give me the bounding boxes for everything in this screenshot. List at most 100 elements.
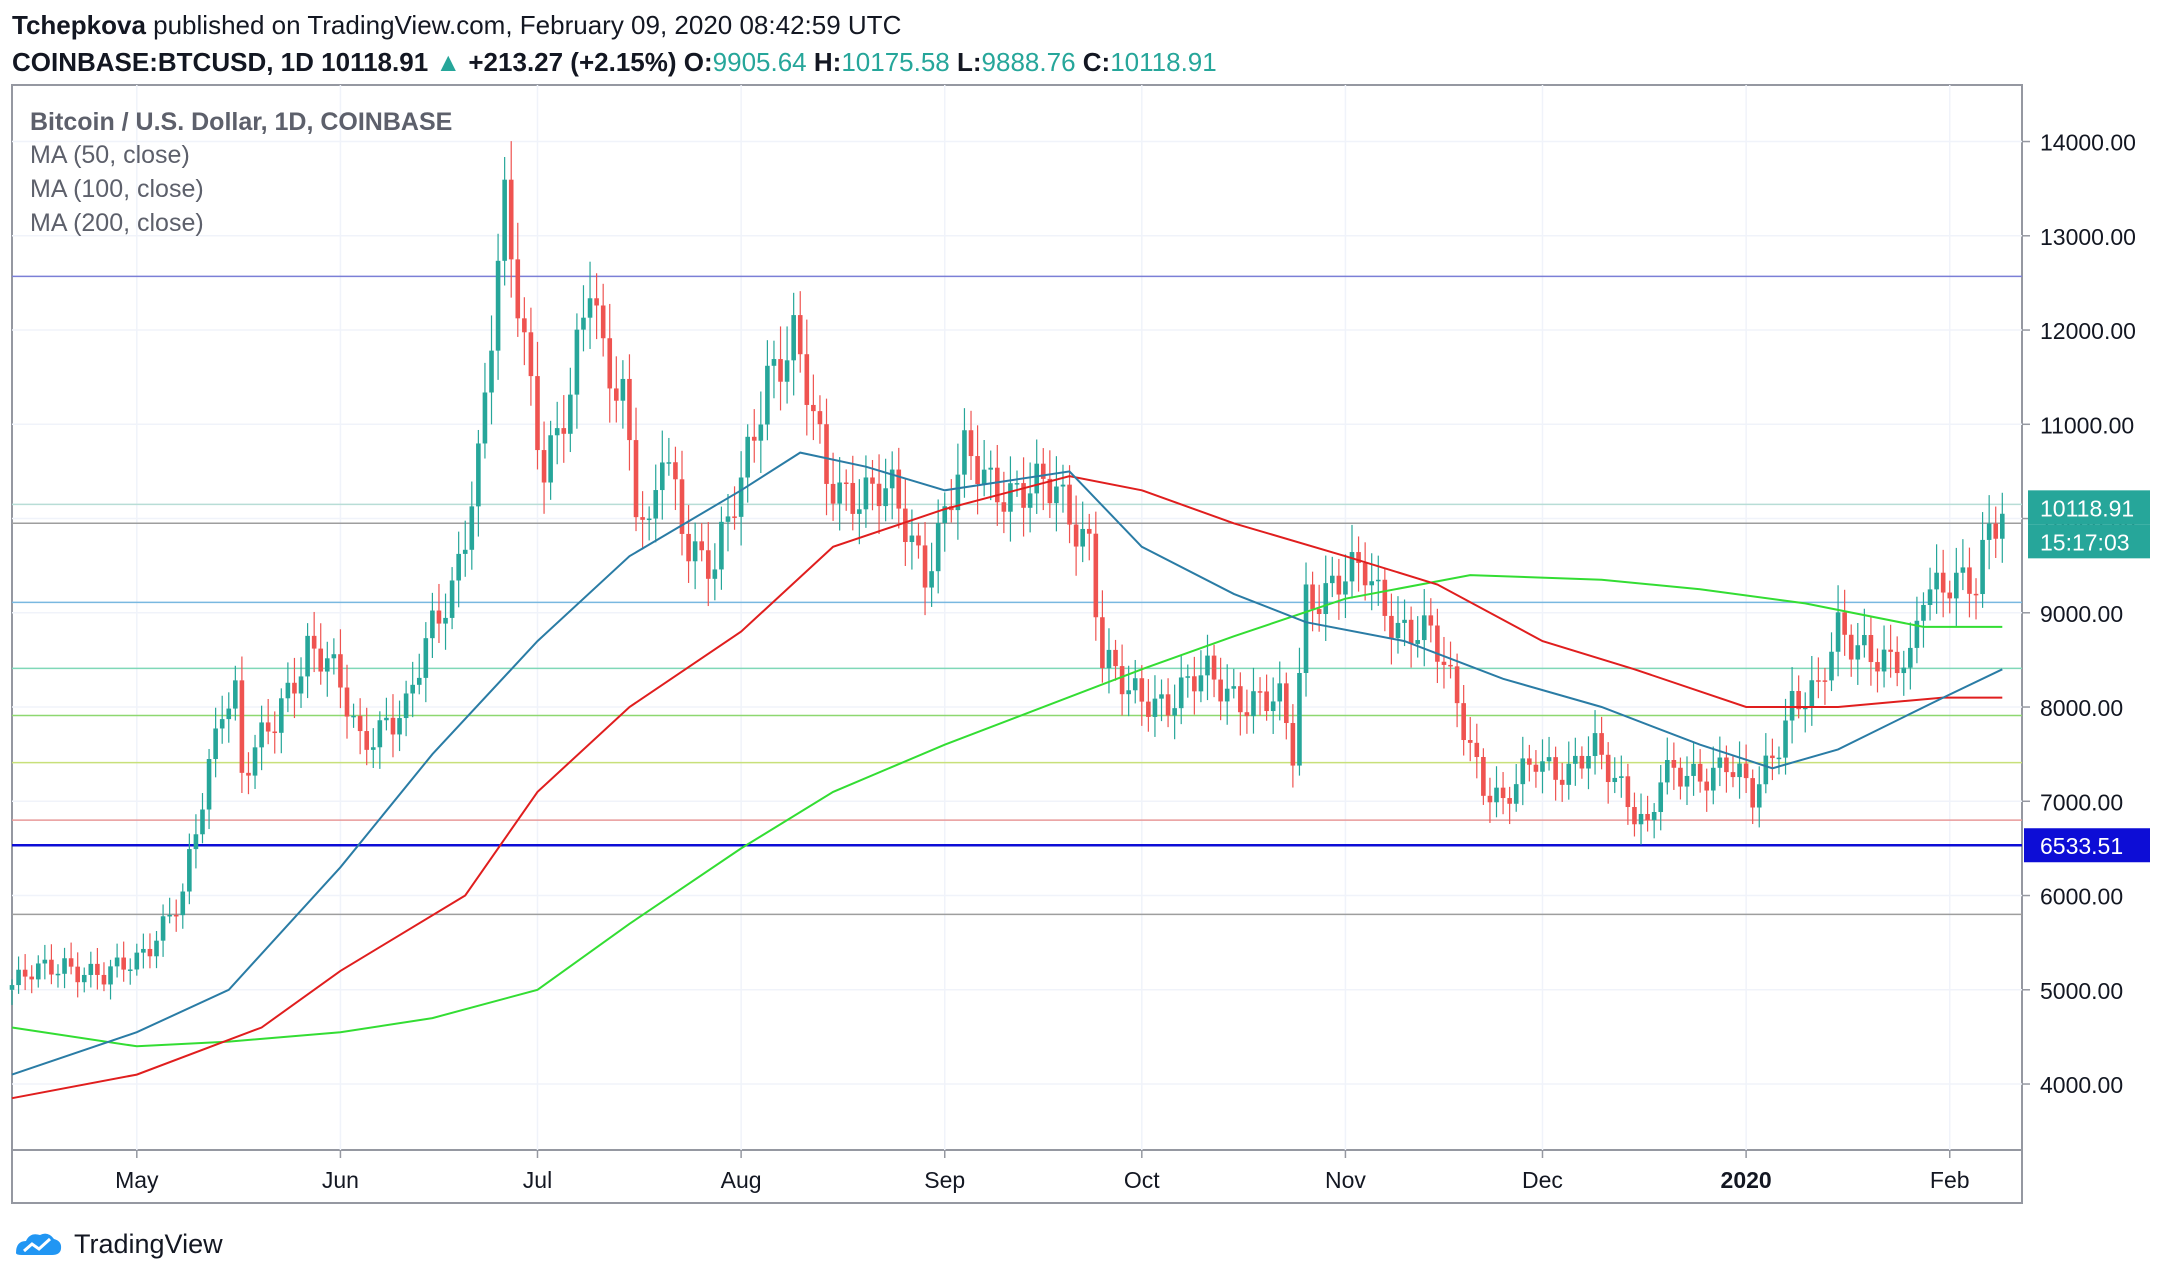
candle-body (9, 985, 15, 990)
y-tick-label: 6000.00 (2040, 884, 2123, 910)
candle-body (843, 482, 849, 485)
candle-body (1080, 528, 1085, 547)
high-value: 10175.58 (841, 47, 950, 77)
candle-body (1691, 763, 1696, 776)
candle-body (679, 479, 685, 534)
price-chart[interactable]: 14000.0013000.0012000.0011000.0010000.00… (0, 0, 2160, 1210)
candle-body (1448, 664, 1453, 667)
candle-body (1619, 776, 1624, 778)
candle-body (351, 715, 356, 718)
candle-body (1658, 782, 1664, 813)
close-value: 10118.91 (1110, 47, 1217, 77)
candle-body (600, 305, 606, 339)
last-price-tag (2028, 490, 2150, 525)
candle-body (1697, 763, 1703, 782)
candle-body (1487, 795, 1493, 803)
candle-body (62, 958, 67, 974)
candle-body (909, 535, 915, 543)
candle-body (1421, 615, 1427, 641)
candle-body (935, 523, 941, 572)
candle-body (1192, 676, 1197, 692)
candle-body (1461, 703, 1466, 741)
candle-body (462, 549, 468, 554)
legend-ma50[interactable]: MA (50, close) (30, 141, 190, 169)
symbol-label: COINBASE:BTCUSD, 1D (12, 47, 314, 77)
candle-body (1540, 761, 1545, 772)
open-value: 9905.64 (712, 47, 807, 77)
candle-body (1205, 655, 1210, 676)
candle-body (1710, 767, 1716, 791)
candle-body (659, 462, 665, 491)
author-name[interactable]: Tchepkova (12, 10, 146, 40)
candle-body (929, 571, 934, 588)
candle-body (633, 440, 639, 518)
candle-body (673, 462, 678, 480)
price-axis[interactable]: 14000.0013000.0012000.0011000.0010000.00… (2022, 130, 2136, 1098)
candle-body (101, 974, 107, 985)
candle-body (797, 315, 803, 355)
candle-body (1717, 757, 1723, 768)
candle-body (88, 963, 94, 975)
candle-body (1999, 513, 2005, 539)
candle-body (239, 680, 245, 773)
candle-body (16, 969, 21, 986)
time-axis[interactable]: May Jun Jul Aug Sep Oct Nov Dec 2020 Feb (115, 1150, 1970, 1193)
candle-body (108, 966, 113, 985)
candle-body (771, 359, 777, 366)
candle-body (127, 969, 133, 971)
candle-body (614, 388, 619, 401)
candle-body (627, 378, 632, 441)
candle-body (528, 332, 534, 377)
tradingview-logo-icon[interactable] (12, 1229, 64, 1259)
candle-body (811, 404, 816, 412)
candle-body (554, 428, 560, 436)
candle-body (725, 516, 731, 522)
candle-body (916, 535, 921, 546)
candle-body (594, 298, 599, 306)
candle-body (1139, 678, 1145, 702)
legend-ma200[interactable]: MA (200, close) (30, 209, 204, 237)
candle-body (1894, 651, 1900, 674)
candle-body (1343, 581, 1348, 595)
candle-body (1835, 612, 1841, 652)
candle-body (1704, 781, 1710, 791)
ma50-line (11, 451, 2003, 1076)
candle-body (1054, 486, 1059, 504)
candle-body (364, 731, 370, 750)
y-tick-label: 12000.00 (2040, 318, 2136, 344)
candle-body (1395, 622, 1401, 639)
x-tick-label: Jun (322, 1167, 359, 1193)
candle-body (1684, 775, 1690, 787)
chart-legend: Bitcoin / U.S. Dollar, 1D, COINBASE MA (… (30, 108, 452, 237)
candle-body (1277, 683, 1283, 702)
candle-body (1809, 680, 1815, 708)
candle-body (1776, 757, 1782, 760)
candle-body (252, 747, 258, 776)
candle-body (279, 698, 284, 733)
candle-body (1783, 720, 1788, 758)
candle-body (738, 477, 744, 517)
brand-name[interactable]: TradingView (74, 1228, 223, 1259)
candle-body (68, 958, 74, 967)
candle-body (1743, 763, 1749, 779)
candle-body (1001, 502, 1007, 512)
y-tick-label: 5000.00 (2040, 978, 2123, 1004)
candle-body (1494, 787, 1499, 803)
candle-body (436, 610, 442, 624)
candle-body (1198, 675, 1204, 692)
candle-body (1435, 625, 1440, 662)
candle-body (476, 443, 481, 507)
candle-body (1940, 572, 1946, 593)
legend-ma100[interactable]: MA (100, close) (30, 175, 204, 203)
candle-body (778, 359, 783, 382)
candle-body (482, 392, 488, 444)
candle-body (607, 338, 613, 389)
candle-body (75, 966, 80, 983)
countdown-tag-label: 15:17:03 (2040, 529, 2130, 555)
candle-body (508, 179, 514, 260)
candle-body (1270, 701, 1276, 712)
candle-body (541, 450, 547, 483)
candle-body (226, 708, 232, 720)
candle-body (397, 718, 402, 735)
candle-body (1146, 701, 1151, 717)
